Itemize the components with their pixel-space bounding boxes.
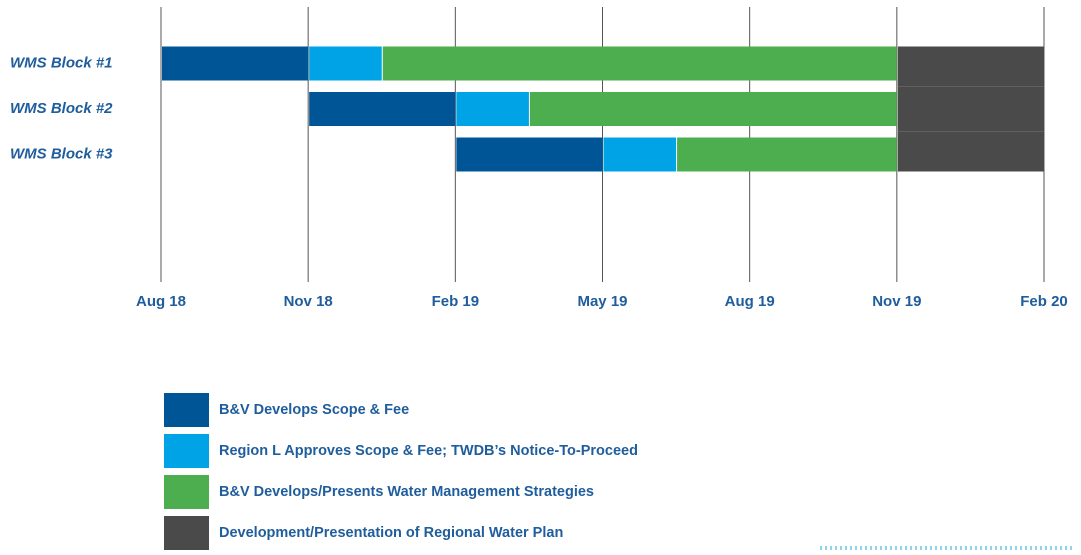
gantt-bar xyxy=(897,46,1044,87)
gantt-bar xyxy=(897,131,1044,172)
x-tick-label: Nov 19 xyxy=(872,293,921,310)
legend-label: B&V Develops Scope & Fee xyxy=(219,402,409,418)
x-tick-label: Aug 19 xyxy=(725,293,775,310)
category-label: WMS Block #3 xyxy=(10,145,113,162)
gantt-bar xyxy=(309,46,382,81)
legend-label: B&V Develops/Presents Water Management S… xyxy=(219,484,594,500)
gantt-bar xyxy=(456,137,603,172)
gantt-bar xyxy=(529,92,897,126)
gantt-bar xyxy=(309,92,456,126)
x-tick-label: May 19 xyxy=(577,293,627,310)
x-tick-label: Feb 19 xyxy=(432,293,480,310)
gantt-bar xyxy=(603,137,677,172)
legend-swatch xyxy=(164,434,209,468)
gantt-bar xyxy=(382,46,897,81)
gantt-bar xyxy=(677,137,897,172)
category-label: WMS Block #2 xyxy=(10,100,113,117)
legend-swatch xyxy=(164,475,209,509)
legend-swatch xyxy=(164,393,209,427)
legend-label: Development/Presentation of Regional Wat… xyxy=(219,525,563,541)
legend-swatch xyxy=(164,516,209,550)
gantt-bar xyxy=(897,86,1044,132)
x-tick-label: Feb 20 xyxy=(1020,293,1068,310)
category-label: WMS Block #1 xyxy=(10,54,113,71)
gantt-bar xyxy=(162,46,309,81)
x-tick-label: Aug 18 xyxy=(136,293,186,310)
gantt-bar xyxy=(456,92,529,126)
legend-label: Region L Approves Scope & Fee; TWDB’s No… xyxy=(219,443,638,459)
x-tick-label: Nov 18 xyxy=(284,293,333,310)
